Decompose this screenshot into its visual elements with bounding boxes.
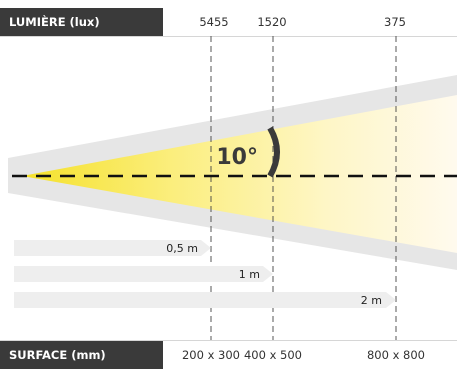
distance-label-2m: 2 m [361,294,382,307]
distance-arrow-2m [14,292,396,308]
light-beam [22,95,457,253]
lux-value-2m: 375 [384,15,406,29]
angle-arc [267,126,280,178]
lux-value-1m: 1520 [257,15,287,29]
distance-label-05m: 0,5 m [166,242,198,255]
distance-label-1m: 1 m [239,268,260,281]
angle-label: 10° [216,145,258,170]
surface-value-1m: 400 x 500 [243,348,303,362]
surface-band: SURFACE (mm) 200 x 300 400 x 500 800 x 8… [0,340,457,369]
distance-arrow-1m [14,266,273,282]
light-header-label: LUMIÈRE (lux) [0,8,163,36]
distance-arrow-05m [14,240,211,256]
surface-value-05m: 200 x 300 [181,348,241,362]
lux-value-05m: 5455 [199,15,229,29]
surface-value-2m: 800 x 800 [366,348,426,362]
light-band: LUMIÈRE (lux) 5455 1520 375 [0,8,457,37]
surface-header-label: SURFACE (mm) [0,341,163,369]
